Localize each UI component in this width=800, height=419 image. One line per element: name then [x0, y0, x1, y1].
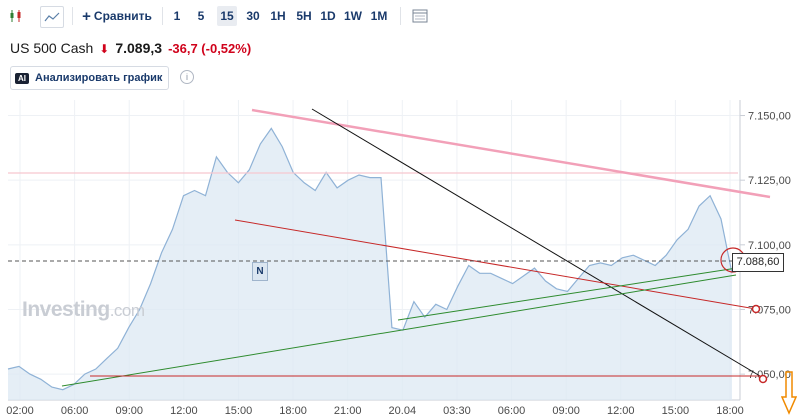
green-trendline-upper	[397, 267, 738, 321]
x-tick-label: 06:00	[61, 405, 89, 417]
scroll-down-arrow-icon[interactable]	[781, 371, 797, 415]
x-tick-label: 15:00	[225, 405, 253, 417]
area-fill	[8, 128, 732, 400]
toolbar-divider	[400, 7, 401, 25]
y-tick-label: 7.150,00	[748, 111, 791, 123]
analyze-chart-label: Анализировать график	[35, 72, 163, 84]
info-icon[interactable]: i	[180, 70, 194, 84]
black-trendline	[311, 108, 761, 377]
x-tick-label: 18:00	[279, 405, 307, 417]
arrow-down-icon: ⬇	[99, 42, 110, 56]
compare-button[interactable]: + Сравнить	[80, 6, 154, 26]
candlestick-icon[interactable]	[8, 6, 24, 26]
x-tick-label: 02:00	[6, 405, 34, 417]
price-change: -36,7 (-0,52%)	[168, 41, 252, 56]
instrument-name: US 500 Cash	[10, 40, 94, 56]
chart-toolbar: + Сравнить 1 5 15 30 1H 5H 1D 1W 1M	[0, 0, 800, 32]
green-trendline-lower	[61, 274, 737, 387]
x-tick-label: 09:00	[115, 405, 143, 417]
x-tick-label: 06:00	[498, 405, 526, 417]
timeframe-1m[interactable]: 1M	[370, 9, 388, 23]
current-price-label: 7.088,60	[732, 253, 784, 272]
watermark-suffix: .com	[109, 301, 145, 320]
timeframe-30[interactable]: 30	[246, 9, 260, 23]
y-tick-label: 7.050,00	[748, 369, 791, 381]
timeframe-5h[interactable]: 5H	[296, 9, 312, 23]
x-tick-label: 12:00	[170, 405, 198, 417]
watermark-brand: Investing	[22, 298, 110, 321]
ai-badge: AI	[15, 72, 29, 84]
y-tick-label: 7.100,00	[748, 240, 791, 252]
timeframe-1[interactable]: 1	[173, 9, 181, 23]
area-chart-icon[interactable]	[40, 6, 64, 28]
toolbar-divider	[162, 7, 163, 25]
x-tick-label: 20.04	[389, 405, 417, 417]
x-tick-label: 03:30	[443, 405, 471, 417]
instrument-price: 7.089,3	[115, 40, 163, 56]
x-tick-label: 09:00	[552, 405, 580, 417]
red-trendline	[234, 219, 757, 310]
investing-watermark: Investing.com	[22, 298, 145, 322]
x-tick-label: 21:00	[334, 405, 362, 417]
timeframe-1d[interactable]: 1D	[320, 9, 336, 23]
price-line	[7, 127, 733, 391]
instrument-header: US 500 Cash ⬇ 7.089,3 -36,7 (-0,52%)	[10, 40, 251, 56]
toolbar-divider	[72, 7, 73, 25]
y-tick-label: 7.125,00	[748, 175, 791, 187]
trendline-handle	[751, 304, 761, 314]
table-icon[interactable]	[410, 6, 430, 26]
compare-label: Сравнить	[93, 9, 152, 23]
timeframe-1w[interactable]: 1W	[344, 9, 362, 23]
plus-icon: +	[82, 7, 91, 25]
x-tick-label: 18:00	[716, 405, 744, 417]
analyze-chart-button[interactable]: AI Анализировать график	[10, 66, 170, 90]
trendline-handle	[758, 374, 768, 384]
news-marker[interactable]: N	[252, 262, 268, 281]
timeframe-15[interactable]: 15	[217, 6, 237, 26]
timeframe-1h[interactable]: 1H	[270, 9, 286, 23]
timeframe-5[interactable]: 5	[197, 9, 205, 23]
price-chart[interactable]: 7.050,007.075,007.100,007.125,007.150,00…	[0, 100, 800, 419]
x-tick-label: 15:00	[662, 405, 690, 417]
x-tick-label: 12:00	[607, 405, 635, 417]
